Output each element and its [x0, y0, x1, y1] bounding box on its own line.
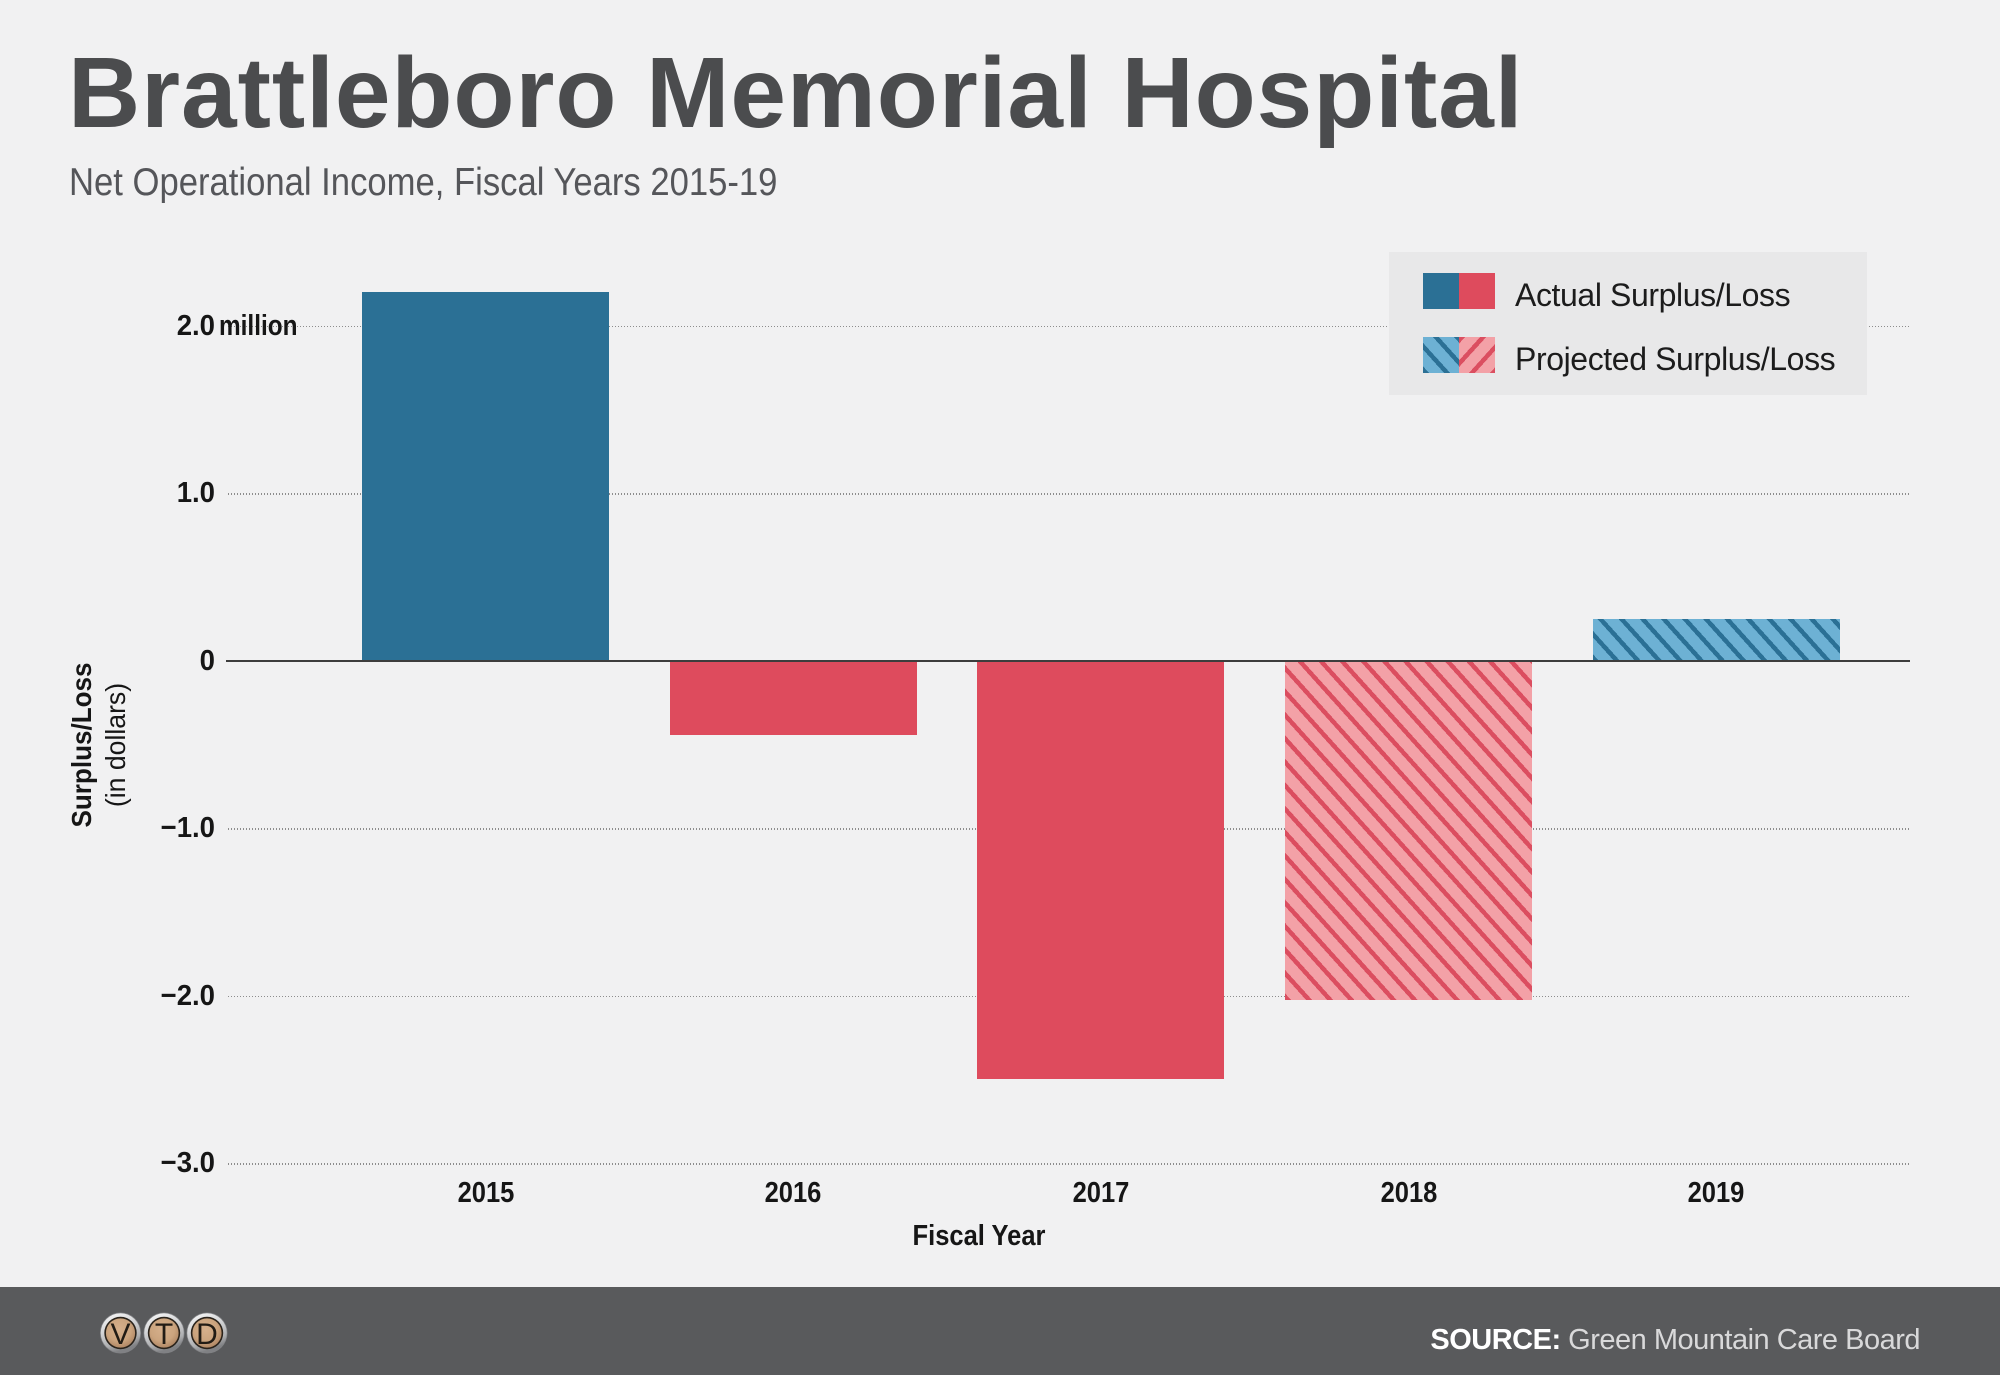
svg-text:V: V: [110, 1318, 130, 1351]
svg-text:D: D: [196, 1318, 218, 1351]
svg-text:T: T: [155, 1318, 173, 1351]
